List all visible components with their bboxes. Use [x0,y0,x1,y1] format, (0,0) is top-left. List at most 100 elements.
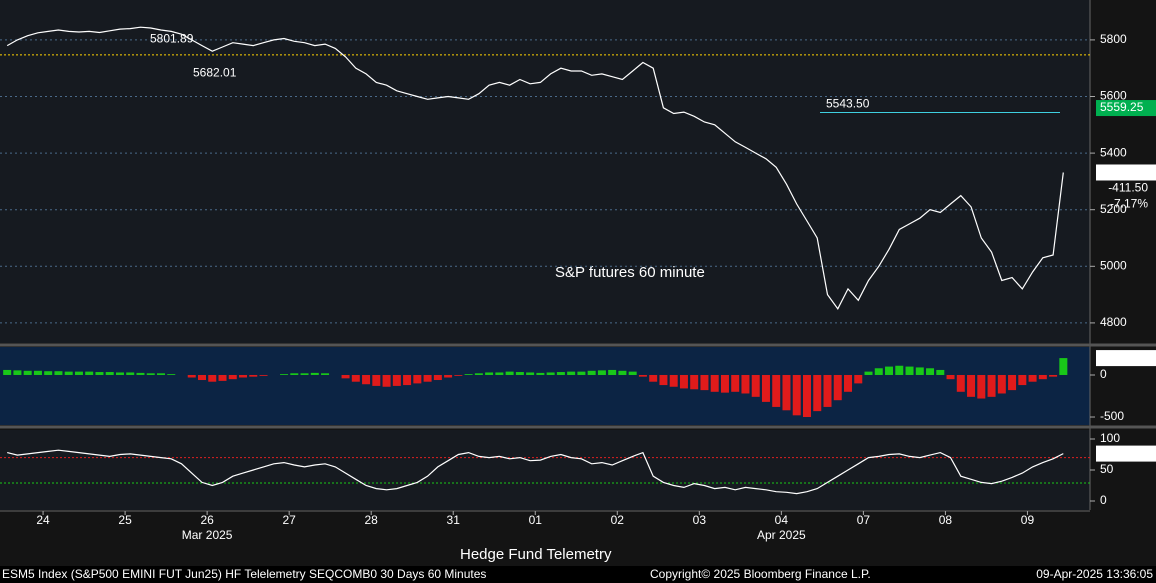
bar [382,374,391,387]
y-tick-label: 5800 [1100,32,1127,46]
bar [495,372,504,375]
y-tick-label: 5400 [1100,145,1127,159]
bar [556,372,565,375]
bar [895,365,904,375]
level-note: 5801.89 [150,32,194,46]
bar [526,372,535,375]
level-note: 5682.01 [193,65,237,79]
month-label: Apr 2025 [757,528,806,542]
bar [587,370,596,375]
bar [813,374,822,412]
bar [310,372,319,375]
bar [444,374,453,378]
bar [1018,374,1027,386]
bar [536,372,545,375]
x-tick-label: 25 [118,513,132,527]
bar [926,368,935,375]
bar [85,371,94,375]
bar [218,374,227,381]
bar [105,372,114,375]
bar [433,374,442,381]
bar [967,374,976,397]
bar [321,373,330,375]
bar [23,370,32,375]
last-value-box [1096,350,1156,367]
footer-right: 09-Apr-2025 13:36:05 [1036,567,1153,581]
bar [659,374,668,386]
bar [1049,374,1058,377]
bar [710,374,719,392]
bar [700,374,709,391]
bar [608,369,617,375]
bar [956,374,965,392]
footer-center: Copyright© 2025 Bloomberg Finance L.P. [650,567,871,581]
bar [741,374,750,394]
bar [874,368,883,375]
bar [577,371,586,375]
y-tick-label: 0 [1100,493,1107,507]
bar [1038,374,1047,380]
price-panel [0,0,1090,343]
bar [249,374,258,377]
bar [146,373,155,375]
last-value-label: 76.4563 [1100,446,1144,460]
x-tick-label: 28 [365,513,379,527]
x-tick-label: 27 [282,513,296,527]
bar [239,374,248,378]
bar [392,374,401,386]
bar [198,374,207,381]
bar [74,371,83,375]
x-tick-label: 07 [857,513,871,527]
bar [454,374,463,376]
bar [362,374,371,385]
bar [33,370,42,375]
bar [690,374,699,390]
bar [772,374,781,407]
footer-bar [0,566,1156,583]
bar [731,374,740,392]
bar [403,374,412,386]
y-tick-label: 50 [1100,462,1114,476]
bar [515,372,524,375]
bar [126,372,135,375]
last-value-label: 5559.25 [1100,100,1144,114]
month-label: Mar 2025 [182,528,233,542]
bar [290,373,299,375]
change-pct: -7.17% [1110,197,1148,211]
x-tick-label: 26 [200,513,214,527]
bar [638,374,647,377]
x-tick-label: 31 [447,513,461,527]
bar [95,372,104,375]
bar [833,374,842,401]
last-value-label: 5331.50 [1100,165,1144,179]
bar [649,374,658,382]
bar [54,371,63,375]
bar [628,371,637,375]
bar [505,371,514,375]
y-tick-label: 5200 [1100,202,1127,216]
level-label: 5543.50 [826,97,870,111]
y-tick-label: 4800 [1100,315,1127,329]
bar [823,374,832,407]
x-tick-label: 02 [611,513,625,527]
bar [136,372,145,375]
bar [679,374,688,389]
bar [792,374,801,416]
bar [300,373,309,375]
bar [13,370,22,375]
bar [351,374,360,382]
bar [413,374,422,384]
x-tick-label: 01 [529,513,543,527]
bar [228,374,237,380]
bar [187,374,196,378]
bar [977,374,986,399]
bar [259,374,268,376]
footer-left: ESM5 Index (S&P500 EMINI FUT Jun25) HF T… [2,567,486,581]
bar [854,374,863,384]
bar [485,372,494,375]
bar [474,373,483,375]
bar [844,374,853,392]
caption: Hedge Fund Telemetry [460,546,612,563]
x-tick-label: 04 [775,513,789,527]
